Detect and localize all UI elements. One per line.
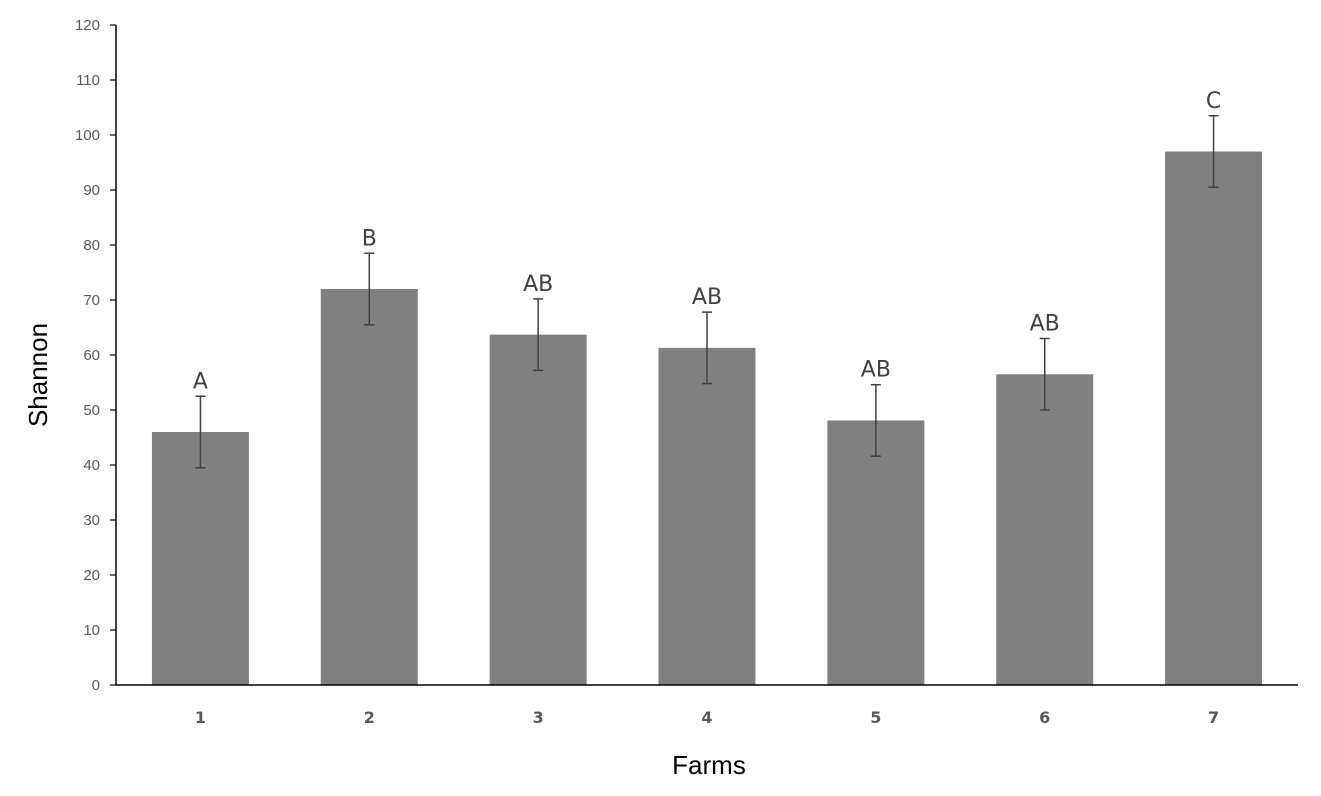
significance-label: AB	[1030, 312, 1060, 337]
bar	[1165, 151, 1263, 685]
y-axis-title: Shannon	[23, 323, 53, 427]
bar	[151, 432, 249, 685]
x-tick-label: 6	[1039, 708, 1050, 727]
bar	[489, 334, 587, 685]
x-tick-label: 1	[195, 708, 206, 727]
x-tick-label: 4	[701, 708, 712, 727]
significance-label: A	[193, 369, 208, 394]
y-tick-label: 70	[83, 292, 100, 309]
x-axis-title: Farms	[672, 750, 746, 780]
y-tick-label: 110	[76, 72, 100, 89]
y-tick-label: 100	[75, 127, 100, 144]
significance-label: B	[362, 226, 377, 251]
significance-label: C	[1206, 89, 1221, 114]
y-tick-label: 50	[83, 402, 100, 419]
bar	[658, 347, 756, 685]
y-tick-label: 0	[92, 677, 100, 694]
significance-label: AB	[861, 358, 891, 383]
error-bars	[195, 115, 1219, 469]
x-tick-label: 5	[870, 708, 881, 727]
bar	[996, 374, 1094, 685]
y-tick-label: 30	[83, 512, 100, 529]
y-tick-label: 80	[83, 237, 100, 254]
x-tick-label: 2	[364, 708, 375, 727]
x-tick-label: 7	[1208, 708, 1219, 727]
bars	[151, 151, 1263, 685]
y-tick-label: 60	[83, 347, 100, 364]
bar	[320, 289, 418, 685]
y-tick-label: 20	[83, 567, 100, 584]
y-tick-label: 120	[75, 17, 100, 34]
significance-label: AB	[692, 285, 722, 310]
y-tick-label: 90	[83, 182, 100, 199]
x-tick-label: 3	[533, 708, 544, 727]
bar	[827, 420, 925, 685]
x-axis-categories: 1 2 3 4 5 6 7	[195, 708, 1219, 727]
y-tick-label: 10	[83, 622, 100, 639]
y-tick-label: 40	[83, 457, 100, 474]
y-axis-ticks: 0 10 20 30 40 50 60 70 80 90 100 110 120	[75, 17, 116, 694]
significance-label: AB	[523, 272, 553, 297]
